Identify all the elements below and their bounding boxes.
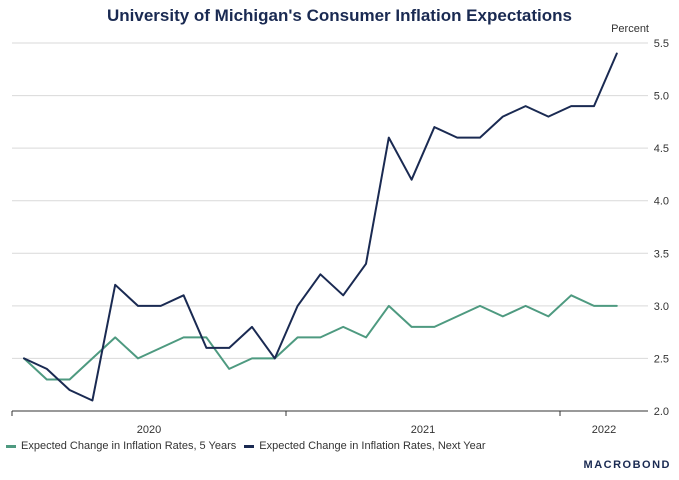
y-tick-label: 4.5 bbox=[654, 143, 669, 155]
x-axis bbox=[11, 410, 648, 416]
legend-label-next-year: Expected Change in Inflation Rates, Next… bbox=[259, 440, 486, 452]
y-axis-ticks: 2.0 2.5 3.0 3.5 4.0 4.5 5.0 5.5 bbox=[654, 38, 669, 418]
series-line-5-years bbox=[23, 294, 618, 381]
legend-swatch-5-years bbox=[6, 444, 16, 448]
x-tick-label: 2022 bbox=[592, 424, 616, 436]
x-axis-ticks: 2020 2021 2022 bbox=[137, 424, 616, 436]
series-line-next-year bbox=[23, 52, 618, 402]
legend-swatch-next-year bbox=[244, 444, 255, 448]
x-tick-label: 2020 bbox=[137, 424, 161, 436]
line-chart: 2.0 2.5 3.0 3.5 4.0 4.5 5.0 5.5 2020 2021 2022 Pe… bbox=[11, 23, 669, 436]
series-lines bbox=[23, 52, 618, 402]
y-tick-label: 3.5 bbox=[654, 248, 669, 260]
y-tick-label: 4.0 bbox=[654, 196, 669, 208]
y-tick-label: 2.5 bbox=[654, 353, 669, 365]
legend-item-5-years: Expected Change in Inflation Rates, 5 Ye… bbox=[6, 440, 236, 452]
y-tick-label: 3.0 bbox=[654, 301, 669, 313]
y-tick-label: 2.0 bbox=[654, 406, 669, 418]
y-axis-unit: Percent bbox=[611, 23, 649, 35]
x-tick-label: 2021 bbox=[411, 424, 435, 436]
y-tick-label: 5.5 bbox=[654, 38, 669, 50]
legend-item-next-year: Expected Change in Inflation Rates, Next… bbox=[244, 440, 486, 452]
macrobond-logo: MACROBOND bbox=[583, 459, 671, 471]
y-tick-label: 5.0 bbox=[654, 91, 669, 103]
legend: Expected Change in Inflation Rates, 5 Ye… bbox=[6, 440, 494, 452]
chart-title: University of Michigan's Consumer Inflat… bbox=[106, 6, 572, 25]
legend-label-5-years: Expected Change in Inflation Rates, 5 Ye… bbox=[21, 440, 237, 452]
gridlines bbox=[12, 42, 648, 359]
